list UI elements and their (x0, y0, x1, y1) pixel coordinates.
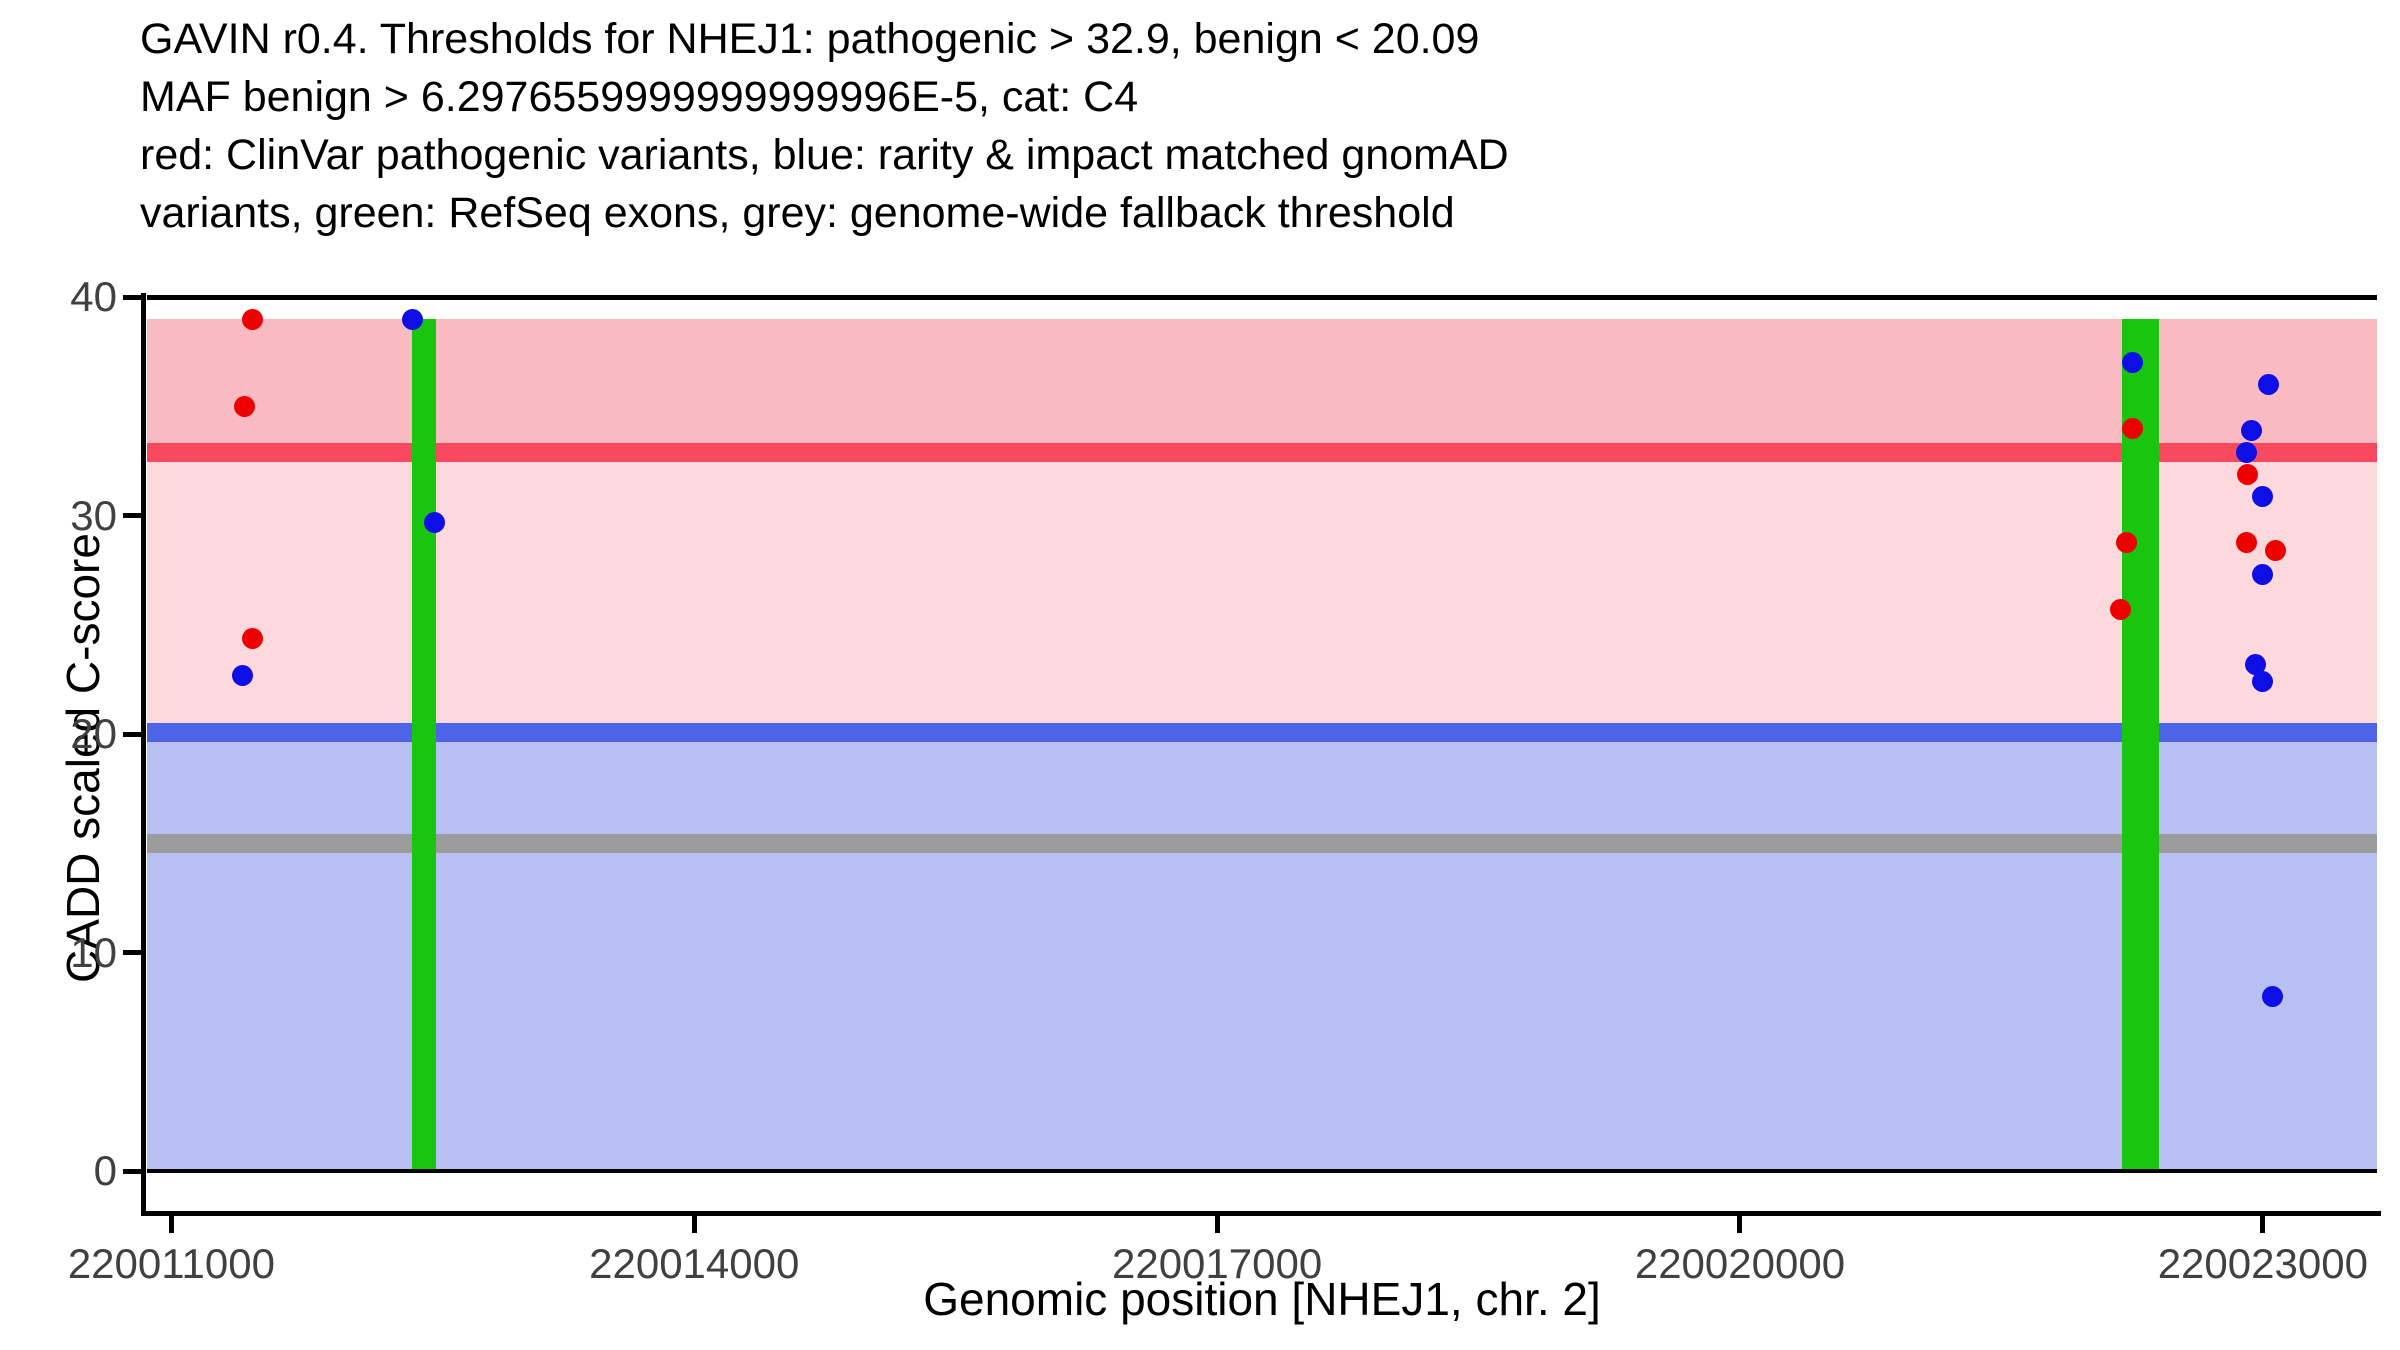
data-point-blue (2252, 564, 2274, 586)
data-point-red (2110, 599, 2132, 621)
plot-title: GAVIN r0.4. Thresholds for NHEJ1: pathog… (140, 10, 1509, 242)
y-tick (123, 513, 141, 519)
x-axis-line (141, 1211, 2381, 1216)
zero-baseline (147, 1169, 2377, 1174)
region-benign-zone (147, 732, 2377, 1172)
data-point-blue (423, 511, 445, 533)
x-tick-label: 220017000 (1111, 1240, 1323, 1287)
y-tick-label: 30 (70, 491, 117, 539)
exon-bar-2 (2121, 319, 2159, 1172)
y-tick (123, 294, 141, 300)
x-tick-label: 220011000 (67, 1240, 275, 1287)
region-intermediate-zone (147, 452, 2377, 733)
x-tick (1737, 1216, 1743, 1233)
data-point-blue (2241, 420, 2263, 442)
title-line-3: red: ClinVar pathogenic variants, blue: … (140, 131, 1509, 179)
y-tick (123, 950, 141, 956)
data-point-blue (2262, 986, 2284, 1008)
threshold-line-fallback (147, 834, 2377, 854)
title-line-4: variants, green: RefSeq exons, grey: gen… (140, 189, 1455, 237)
data-point-blue (2245, 653, 2267, 675)
top-baseline (147, 294, 2377, 300)
x-tick-label: 220014000 (589, 1240, 800, 1287)
data-point-blue (2236, 441, 2258, 463)
data-point-blue (2252, 485, 2274, 507)
x-tick (691, 1216, 697, 1233)
threshold-line-pathogenic (147, 442, 2377, 462)
data-point-red (241, 308, 263, 330)
data-point-blue (2122, 352, 2144, 374)
y-tick-label: 20 (70, 710, 117, 758)
y-tick-label: 40 (70, 273, 117, 321)
title-line-1: GAVIN r0.4. Thresholds for NHEJ1: pathog… (140, 15, 1480, 63)
x-tick-label: 220023000 (2157, 1240, 2368, 1287)
data-point-blue (231, 664, 253, 686)
data-point-red (2236, 531, 2258, 553)
x-tick (2260, 1216, 2266, 1233)
exon-bar-1 (412, 319, 437, 1172)
x-tick (1214, 1216, 1220, 1233)
threshold-line-benign (147, 722, 2377, 742)
x-tick-label: 220020000 (1634, 1240, 1846, 1287)
data-point-red (2237, 463, 2259, 485)
x-tick (168, 1216, 174, 1233)
y-tick (123, 1168, 141, 1174)
x-axis-title: Genomic position [NHEJ1, chr. 2] (923, 1273, 1601, 1325)
title-line-2: MAF benign > 6.2976559999999999996E-5, c… (140, 73, 1139, 121)
data-point-blue (2252, 671, 2274, 693)
data-point-blue (2258, 374, 2280, 396)
y-tick-label: 0 (93, 1147, 117, 1195)
y-tick-label: 10 (70, 928, 117, 976)
y-axis-line (141, 293, 146, 1216)
data-point-blue (401, 308, 423, 330)
y-tick (123, 731, 141, 737)
data-point-red (233, 396, 255, 418)
data-point-red (2122, 417, 2144, 439)
data-point-red (2116, 531, 2138, 553)
data-point-red (241, 627, 263, 649)
region-pathogenic-zone (147, 319, 2377, 453)
data-point-red (2265, 540, 2287, 562)
